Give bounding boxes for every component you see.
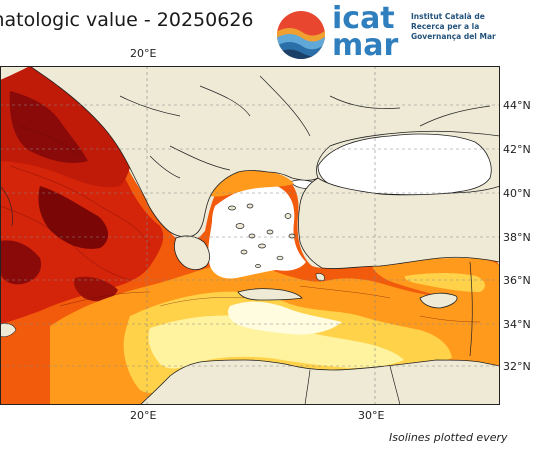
icatmar-wave-icon: [277, 11, 325, 59]
lat-tick-34n: 34°N: [503, 318, 531, 331]
pale-yellow-region: [148, 315, 404, 369]
land-crete: [237, 288, 303, 301]
institute-line: Governança del Mar: [411, 32, 496, 41]
dark-red-patch-3: [0, 240, 42, 285]
dark-red-patch-4: [74, 276, 118, 302]
lon-tick-bottom-20e: 20°E: [130, 409, 157, 422]
dark-red-patch-2: [38, 186, 109, 249]
country-borders: [119, 75, 491, 405]
institute-name: Institut Català de Recerca per a la Gove…: [411, 12, 496, 42]
lat-tick-36n: 36°N: [503, 274, 531, 287]
lat-tick-40n: 40°N: [503, 187, 531, 200]
icatmar-logo: icat mar Institut Català de Recerca per …: [276, 4, 534, 62]
lat-tick-32n: 32°N: [503, 360, 531, 373]
lat-tick-42n: 42°N: [503, 143, 531, 156]
lon-tick-bottom-30e: 30°E: [358, 409, 385, 422]
map-title: matologic value - 20250626: [0, 9, 254, 31]
lon-tick-top-20e: 20°E: [130, 47, 157, 60]
dark-red-patch-1: [9, 91, 88, 163]
aegean-islands: [228, 203, 296, 268]
isoline-note: Isolines plotted every: [389, 431, 508, 444]
land-turkey: [298, 177, 500, 269]
isolines: [0, 125, 481, 323]
graticule: [0, 66, 500, 405]
map-frame: [0, 66, 500, 405]
levant-yellow: [404, 273, 485, 292]
lat-tick-44n: 44°N: [503, 99, 531, 112]
logo-word-mar: mar: [332, 28, 399, 63]
institute-line: Recerca per a la: [411, 22, 480, 31]
coast-italy: [0, 185, 13, 227]
land-cyprus: [419, 292, 458, 309]
land-peloponnese: [174, 235, 210, 270]
institute-line: Institut Català de: [411, 12, 485, 21]
logo-word-icat: icat: [332, 1, 395, 36]
land-sicily: [0, 322, 17, 338]
land-africa: [0, 359, 500, 405]
crete-sea-white: [228, 301, 342, 335]
land-italy: [0, 66, 30, 80]
sea-temperature-map: [0, 66, 500, 405]
lat-tick-38n: 38°N: [503, 231, 531, 244]
